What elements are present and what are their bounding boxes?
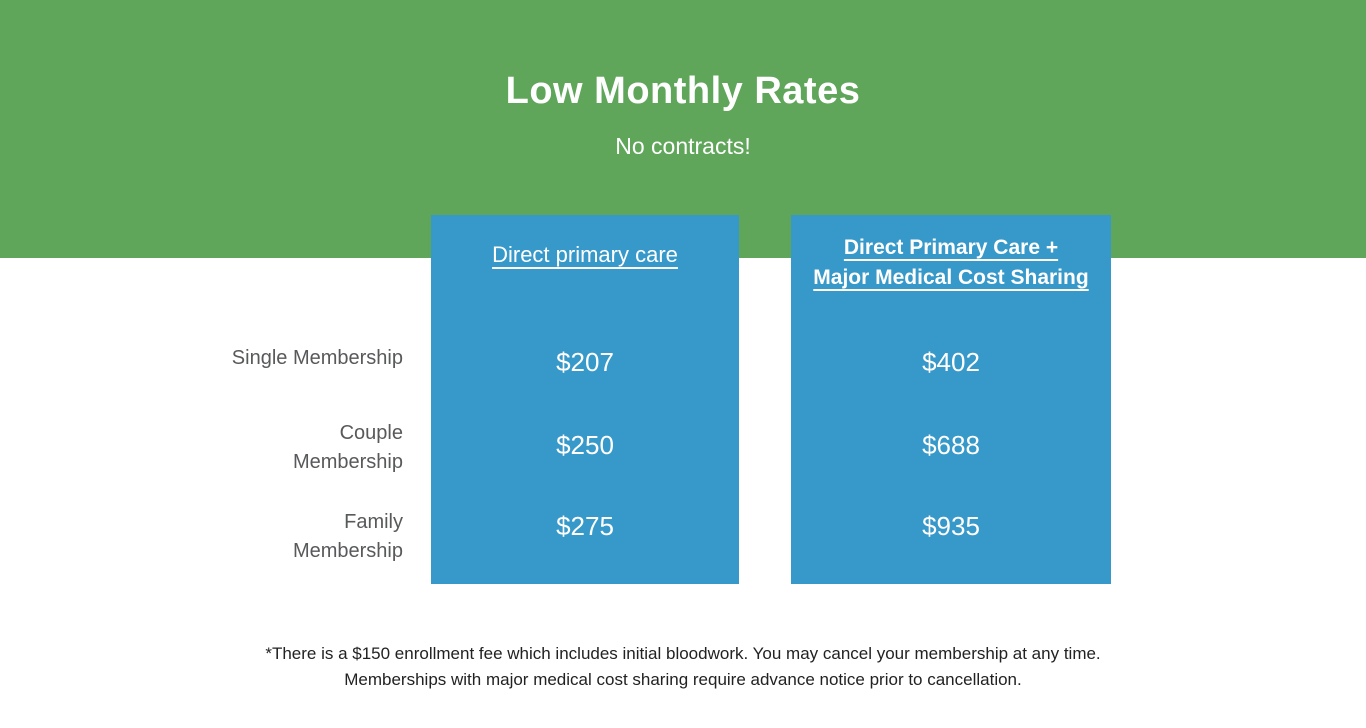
row-label-couple-membership: Couple Membership: [292, 422, 403, 473]
price-couple-dpc-mm: $688: [922, 430, 980, 460]
plan-card-direct-primary-care: [431, 215, 739, 584]
disclaimer-text: *There is a $150 enrollment fee which in…: [0, 641, 1366, 693]
price-single-dpc-mm: $402: [922, 347, 980, 377]
disclaimer-line-1: *There is a $150 enrollment fee which in…: [265, 644, 1101, 663]
disclaimer-line-2: Memberships with major medical cost shar…: [344, 670, 1022, 689]
price-family-dpc: $275: [556, 511, 614, 541]
column-header-direct-primary-care[interactable]: Direct primary care: [492, 242, 678, 267]
page-title: Low Monthly Rates: [505, 70, 861, 112]
page-subtitle: No contracts!: [615, 133, 751, 159]
row-label-family-membership: Family Membership: [292, 511, 403, 562]
price-couple-dpc: $250: [556, 430, 614, 460]
plan-card-dpc-major-medical: [791, 215, 1111, 584]
row-label-single-membership: Single Membership: [231, 347, 403, 369]
price-family-dpc-mm: $935: [922, 511, 980, 541]
column-header-dpc-major-medical[interactable]: Direct Primary Care + Major Medical Cost…: [813, 236, 1089, 289]
price-single-dpc: $207: [556, 347, 614, 377]
